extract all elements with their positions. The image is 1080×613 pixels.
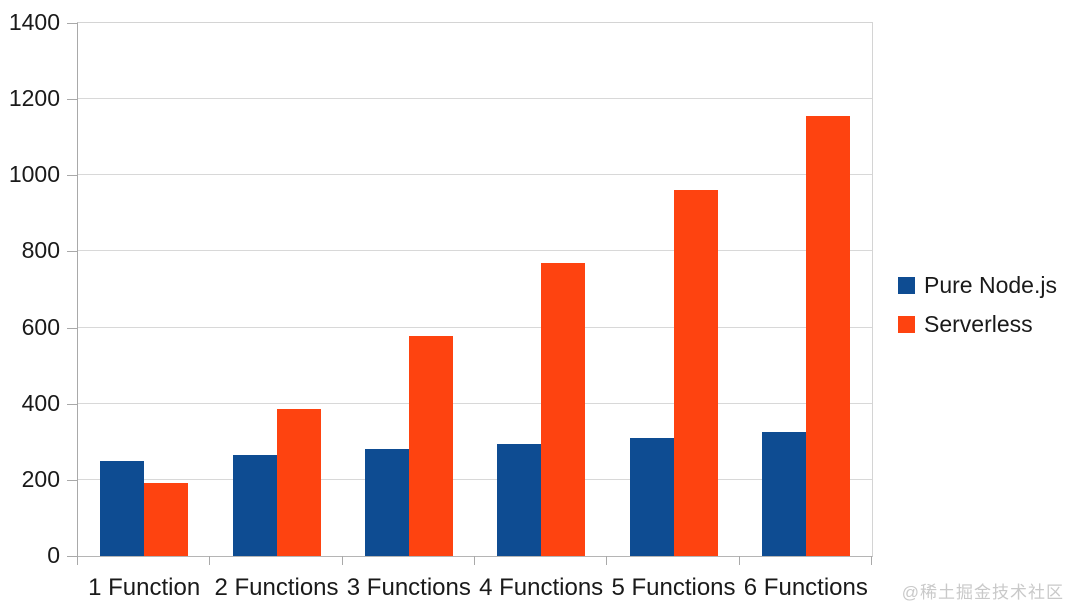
y-axis-label-600: 600 [21, 313, 60, 340]
legend-swatch-pure-node-js [898, 277, 915, 294]
legend-label: Pure Node.js [924, 272, 1057, 298]
bar-serverless-4-functions [541, 262, 586, 556]
x-axis-tick-2 [341, 556, 343, 565]
bar-serverless-1-function [144, 482, 189, 556]
bar-pure-node-js-4-functions [497, 443, 542, 556]
y-axis-label-0: 0 [47, 542, 60, 569]
legend-swatch-serverless [898, 316, 915, 333]
bar-pure-node-js-1-function [100, 460, 145, 556]
bar-serverless-5-functions [673, 189, 718, 556]
x-axis-tick-6 [871, 556, 872, 565]
y-axis-label-400: 400 [21, 389, 60, 416]
bar-pure-node-js-2-functions [232, 455, 277, 556]
legend-item-serverless: Serverless [898, 311, 1057, 338]
gridline-1000 [78, 174, 872, 176]
y-axis-label-800: 800 [21, 237, 60, 264]
bar-pure-node-js-6-functions [761, 432, 806, 556]
y-axis-label-1200: 1200 [8, 85, 60, 112]
legend-item-pure-node-js: Pure Node.js [898, 272, 1057, 299]
y-axis-tick-200 [67, 479, 77, 481]
x-axis-label-5-functions: 5 Functions [611, 574, 736, 601]
bar-pure-node-js-5-functions [629, 437, 674, 556]
x-axis-label-2-functions: 2 Functions [214, 574, 339, 601]
y-axis-tick-400 [67, 403, 77, 405]
y-axis-tick-800 [67, 251, 77, 253]
x-axis-tick-4 [606, 556, 608, 565]
legend-label: Serverless [924, 311, 1033, 337]
watermark: @稀土掘金技术社区 [901, 583, 1064, 602]
x-axis-tick-0 [77, 556, 78, 565]
y-axis-tick-1200 [67, 99, 77, 101]
bar-serverless-2-functions [276, 409, 321, 556]
gridline-400 [78, 402, 872, 404]
x-axis-tick-1 [209, 556, 211, 565]
y-axis-tick-600 [67, 327, 77, 329]
x-axis-label-6-functions: 6 Functions [743, 574, 868, 601]
x-axis-tick-5 [738, 556, 740, 565]
y-axis-tick-1000 [67, 175, 77, 177]
plot-area [77, 22, 873, 557]
x-axis-label-1-function: 1 Function [88, 574, 201, 601]
y-axis-tick-1400 [67, 23, 77, 24]
bar-serverless-6-functions [805, 116, 850, 556]
x-axis-label-3-functions: 3 Functions [346, 574, 471, 601]
bar-serverless-3-functions [408, 335, 453, 556]
x-axis-label-4-functions: 4 Functions [479, 574, 604, 601]
legend: Pure Node.js Serverless [898, 272, 1057, 338]
gridline-200 [78, 478, 872, 480]
bar-pure-node-js-3-functions [364, 449, 409, 556]
gridline-600 [78, 326, 872, 328]
y-axis-label-1400: 1400 [8, 9, 60, 36]
gridline-1200 [78, 98, 872, 100]
y-axis-tick-0 [67, 556, 77, 557]
y-axis-label-200: 200 [21, 465, 60, 492]
y-axis-label-1000: 1000 [8, 161, 60, 188]
gridline-800 [78, 250, 872, 252]
x-axis-tick-3 [474, 556, 475, 565]
